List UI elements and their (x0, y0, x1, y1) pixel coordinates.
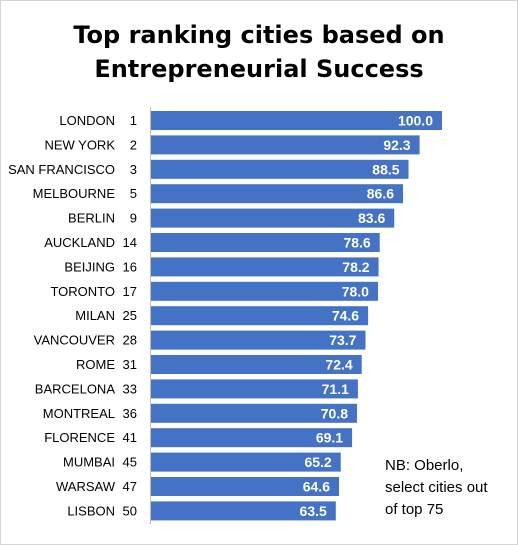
value-label-vancouver: 73.7 (329, 332, 356, 348)
category-label-san-francisco: SAN FRANCISCO (8, 162, 115, 177)
rank-label-barcelona: 33 (123, 381, 137, 396)
category-label-warsaw: WARSAW (56, 479, 116, 494)
bar-berlin (151, 208, 395, 228)
bar-warsaw (151, 477, 339, 496)
category-label-auckland: AUCKLAND (44, 235, 115, 250)
chart-title: Top ranking cities based on Entrepreneur… (0, 18, 518, 86)
rank-label-florence: 41 (123, 430, 137, 445)
rank-label-milan: 25 (123, 308, 137, 323)
value-label-mumbai: 65.2 (304, 454, 331, 470)
category-label-montreal: MONTREAL (43, 406, 115, 421)
value-label-rome: 72.4 (325, 357, 352, 373)
bar-mumbai (151, 452, 341, 472)
value-label-new-york: 92.3 (383, 137, 410, 153)
bar-san-francisco (151, 159, 409, 179)
bar-montreal (151, 403, 358, 423)
value-label-san-francisco: 88.5 (372, 161, 399, 177)
category-label-new-york: NEW YORK (44, 137, 115, 152)
value-label-florence: 69.1 (316, 430, 343, 446)
category-label-london: LONDON (59, 113, 115, 128)
bar-toronto (151, 281, 378, 301)
bar-melbourne (151, 184, 404, 204)
bars-layer (151, 111, 442, 521)
bar-beijing (151, 257, 379, 277)
rank-label-mumbai: 45 (123, 455, 137, 470)
note-line-1: NB: Oberlo, (385, 457, 464, 474)
category-label-mumbai: MUMBAI (63, 455, 115, 470)
rank-label-vancouver: 28 (123, 333, 137, 348)
value-label-milan: 74.6 (332, 308, 359, 324)
value-label-london: 100.0 (398, 113, 433, 129)
note-line-3: of top 75 (385, 501, 444, 518)
bar-london (151, 111, 442, 130)
value-label-montreal: 70.8 (321, 405, 348, 421)
note-line-2: select cities out (385, 479, 488, 496)
rank-label-berlin: 9 (130, 211, 137, 226)
chart-title-line-2: Entrepreneurial Success (94, 55, 424, 83)
bar-milan (151, 306, 369, 326)
bar-vancouver (151, 330, 366, 350)
bar-rome (151, 355, 362, 374)
category-label-berlin: BERLIN (68, 211, 115, 226)
category-label-milan: MILAN (75, 308, 115, 323)
rank-label-lisbon: 50 (123, 503, 137, 518)
category-label-barcelona: BARCELONA (35, 381, 116, 396)
bar-barcelona (151, 379, 358, 399)
labels-layer: LONDON 1 100.0 NEW YORK 2 92.3 SAN FRANCISCO 3 8… (8, 113, 433, 519)
category-label-lisbon: LISBON (67, 503, 115, 518)
category-label-florence: FLORENCE (44, 430, 115, 445)
category-label-rome: ROME (76, 357, 115, 372)
rank-label-london: 1 (130, 113, 137, 128)
rank-label-warsaw: 47 (123, 479, 137, 494)
bar-auckland (151, 233, 380, 252)
rank-label-beijing: 16 (123, 259, 137, 274)
category-label-toronto: TORONTO (50, 284, 115, 299)
rank-label-melbourne: 5 (130, 186, 137, 201)
bar-florence (151, 428, 353, 448)
rank-label-toronto: 17 (123, 284, 137, 299)
bar-new-york (151, 135, 420, 155)
rank-label-san-francisco: 3 (130, 162, 137, 177)
value-label-berlin: 83.6 (358, 210, 385, 226)
value-label-barcelona: 71.1 (322, 381, 349, 397)
rank-label-montreal: 36 (123, 406, 137, 421)
value-label-lisbon: 63.5 (300, 503, 327, 519)
rank-label-auckland: 14 (123, 235, 137, 250)
source-note: NB: Oberlo, select cities out of top 75 (385, 455, 515, 521)
rank-label-rome: 31 (123, 357, 137, 372)
value-label-melbourne: 86.6 (367, 186, 394, 202)
value-label-auckland: 78.6 (343, 235, 370, 251)
value-label-toronto: 78.0 (342, 283, 369, 299)
category-label-beijing: BEIJING (64, 259, 115, 274)
category-label-vancouver: VANCOUVER (34, 333, 115, 348)
value-label-warsaw: 64.6 (303, 479, 330, 495)
bar-lisbon (151, 501, 336, 521)
rank-label-new-york: 2 (130, 137, 137, 152)
value-label-beijing: 78.2 (342, 259, 369, 275)
chart-title-line-1: Top ranking cities based on (73, 21, 445, 49)
category-label-melbourne: MELBOURNE (33, 186, 116, 201)
